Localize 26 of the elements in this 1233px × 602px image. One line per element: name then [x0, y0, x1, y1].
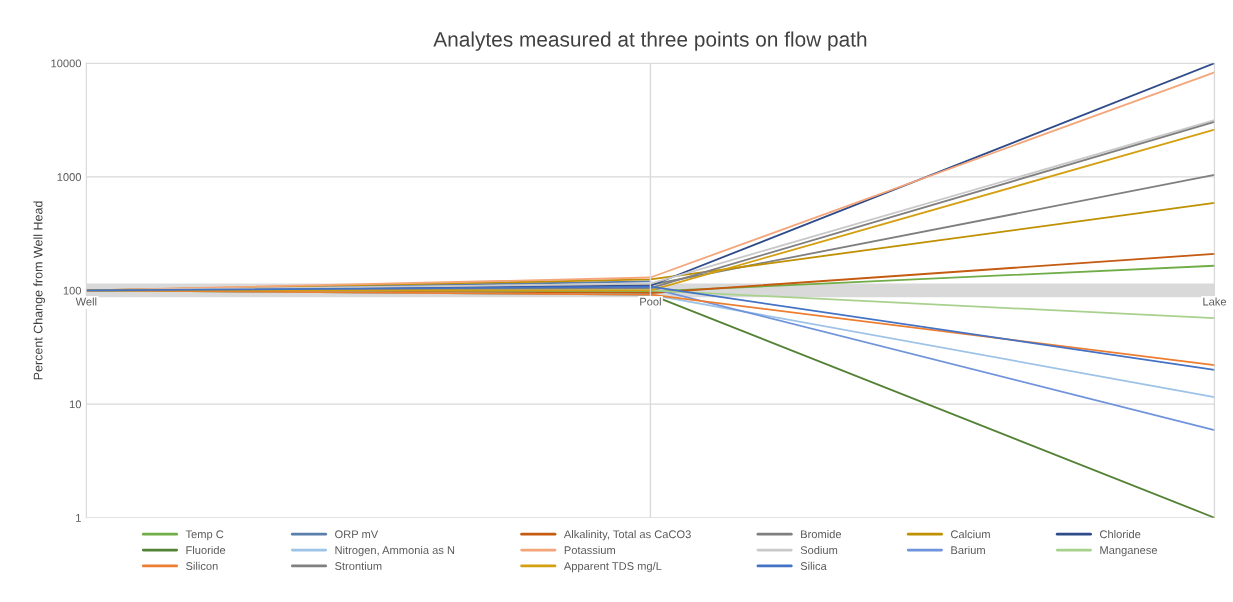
y-axis-title: Percent Change from Well Head: [33, 201, 45, 380]
legend-label: Chloride: [1100, 529, 1141, 539]
chart-title: Analytes measured at three points on flow path: [433, 31, 867, 51]
legend-label: Sodium: [800, 545, 838, 555]
legend-label: Silicon: [186, 561, 218, 570]
legend-label: Bromide: [801, 529, 842, 539]
x-tick-label: Well: [75, 297, 97, 306]
y-tick-label: 10000: [51, 59, 82, 68]
legend-label: Fluoride: [186, 545, 226, 555]
legend-label: Barium: [951, 545, 985, 555]
legend-label: Temp C: [185, 530, 224, 541]
legend-label: Alkalinity, Total as CaCO3: [563, 529, 691, 541]
legend-label: ORP mV: [335, 530, 379, 539]
legend-label: Nitrogen, Ammonia as N: [335, 545, 455, 557]
legend-label: Silica: [800, 561, 827, 570]
x-tick-label: Lake: [1203, 297, 1227, 306]
legend-label: Potassium: [564, 545, 615, 555]
legend-label: Strontium: [335, 561, 382, 570]
y-tick-label: 1000: [57, 173, 82, 181]
legend-label: Manganese: [1100, 546, 1158, 557]
y-tick-label: 10: [69, 400, 82, 409]
y-tick-label: 1: [76, 514, 81, 522]
legend-label: Calcium: [950, 529, 990, 539]
y-tick-label: 100: [63, 286, 82, 295]
x-tick-label: Pool: [640, 297, 661, 306]
legend-label: Apparent TDS mg/L: [563, 561, 662, 573]
